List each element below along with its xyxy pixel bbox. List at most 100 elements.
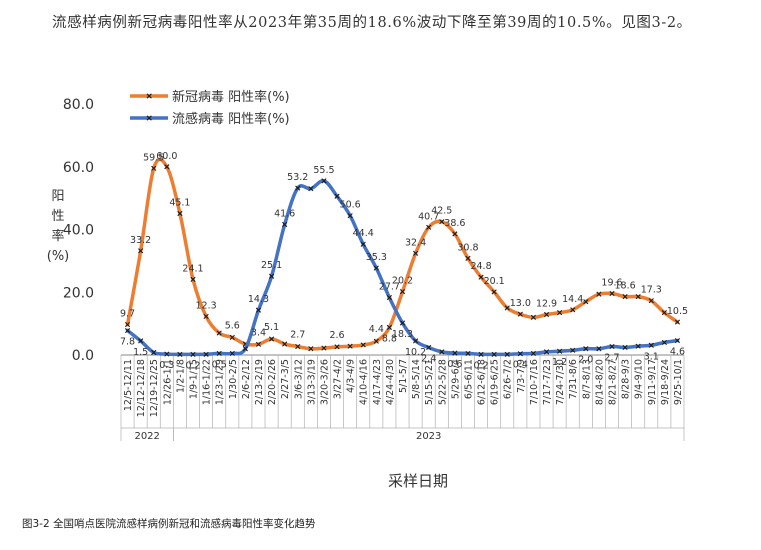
x-tick-label: 6/5-6/11 — [463, 359, 474, 399]
series-point-1 — [504, 351, 510, 357]
series-point-0 — [360, 342, 366, 348]
series-point-1 — [138, 338, 144, 344]
x-tick-label: 8/7-8/13 — [581, 359, 592, 399]
x-tick-label: 2/13-2/19 — [254, 359, 265, 405]
data-label: 41.6 — [274, 208, 295, 219]
series-point-0 — [413, 250, 419, 256]
series-point-1 — [478, 351, 484, 357]
series-point-1 — [674, 337, 681, 344]
series-point-1 — [334, 193, 340, 199]
chart-series — [124, 157, 681, 357]
data-label: 20.1 — [484, 276, 505, 287]
data-label: 12.3 — [196, 300, 217, 311]
x-tick-label: 5/1-5/7 — [398, 359, 409, 393]
data-label: 2.6 — [329, 330, 344, 341]
data-label: 17.3 — [641, 285, 662, 296]
series-point-0 — [622, 294, 628, 300]
data-label: 38.6 — [444, 218, 465, 229]
x-tick-label: 8/21-8/27 — [607, 359, 618, 405]
data-label: 0.5 — [212, 359, 227, 370]
data-label: 10.2 — [405, 347, 426, 358]
series-point-1 — [661, 339, 667, 346]
series-point-1 — [268, 273, 275, 279]
series-point-0 — [334, 344, 340, 350]
series-point-1 — [543, 349, 550, 355]
series-point-1 — [570, 347, 576, 353]
data-label: 35.3 — [366, 252, 387, 263]
series-point-1 — [216, 350, 222, 357]
y-tick-label: 0.0 — [72, 348, 94, 364]
data-label: 8.8 — [382, 333, 397, 344]
series-point-0 — [308, 346, 314, 352]
x-tick-label: 7/10-7/16 — [529, 359, 540, 405]
series-point-1 — [321, 178, 327, 184]
series-point-1 — [229, 350, 235, 357]
x-tick-label: 3/27-4/2 — [333, 359, 344, 399]
series-point-1 — [255, 307, 262, 313]
data-label: 42.5 — [431, 206, 452, 217]
x-tick-label: 1/2-1/8 — [175, 359, 186, 393]
x-tick-label: 6/12-6/18 — [477, 359, 488, 405]
series-point-1 — [164, 351, 170, 357]
series-point-0 — [465, 255, 471, 261]
data-label: 0.2 — [474, 360, 489, 371]
data-label: 2.0 — [578, 355, 593, 366]
x-tick-label: 12/12-12/18 — [136, 359, 147, 417]
data-label: 2.7 — [604, 353, 619, 364]
series-point-0 — [491, 289, 497, 295]
data-label: 13.0 — [510, 298, 531, 309]
x-tick-label: 3/13-3/19 — [306, 359, 317, 405]
figure-caption: 图3-2 全国哨点医院流感样病例新冠和流感病毒阳性率变化趋势 — [22, 518, 316, 530]
series-point-1 — [151, 349, 157, 356]
data-label: 45.1 — [169, 197, 190, 208]
x-tick-label: 12/19-12/25 — [149, 359, 160, 417]
x-tick-label: 8/14-8/20 — [594, 359, 605, 405]
series-point-1 — [530, 350, 537, 357]
data-label: 18.6 — [615, 281, 636, 292]
x-tick-label: 1/9-1/15 — [189, 359, 200, 399]
x-tick-label: 6/26-7/2 — [503, 359, 514, 399]
chart-data-labels: 9.7 33.2 59.560.0 45.1 24.1 12.3 5.6 3.45.1 2.7 2… — [120, 151, 688, 372]
x-tick-label: 12/5-12/11 — [123, 359, 134, 411]
data-label: 18.3 — [392, 329, 413, 340]
y-tick-label: 40.0 — [63, 223, 94, 239]
series-point-0 — [138, 248, 144, 254]
x-tick-label: 7/17-7/23 — [542, 359, 553, 405]
x-tick-label: 2/20-2/26 — [267, 359, 278, 405]
data-label: 14.3 — [248, 294, 269, 305]
series-point-0 — [570, 307, 576, 313]
series-point-1 — [426, 344, 432, 351]
series-point-0 — [439, 219, 445, 225]
series-point-0 — [543, 311, 550, 318]
x-tick-label: 5/22-5/28 — [437, 359, 448, 405]
data-label: 2.7 — [290, 330, 305, 341]
data-label: 2.4 — [421, 353, 436, 364]
series-point-0 — [674, 319, 681, 325]
series-point-0 — [268, 336, 275, 342]
data-label: 55.5 — [313, 165, 334, 176]
series-point-1 — [308, 186, 314, 192]
data-label: 3.4 — [251, 327, 266, 338]
series-point-0 — [661, 310, 667, 316]
data-label: 59.5 — [143, 152, 164, 163]
series-point-0 — [609, 290, 615, 297]
x-tick-label: 5/15-5/21 — [424, 359, 435, 405]
series-point-1 — [242, 346, 248, 352]
data-label: 1.2 — [552, 357, 567, 368]
chart-panel: 0.0 20.0 40.0 60.0 80.0 2022 2023 12/5-12/11 12/… — [18, 78, 708, 510]
data-label: 32.4 — [405, 237, 426, 248]
series-point-1 — [557, 348, 563, 354]
series-point-0 — [635, 294, 641, 300]
data-label: 20.2 — [392, 276, 413, 287]
data-label: 50.6 — [340, 200, 361, 211]
series-point-0 — [177, 210, 183, 217]
x-tick-label: 12/26-1/1 — [162, 359, 173, 405]
series-point-0 — [347, 343, 353, 349]
x-tick-label: 4/3-4/9 — [346, 359, 357, 393]
series-point-1 — [295, 185, 301, 191]
chart-legend: 新冠病毒 阳性率(%) 流感病毒 阳性率(%) — [130, 89, 290, 127]
series-point-1 — [635, 343, 641, 349]
series-point-0 — [478, 274, 484, 280]
data-label: 10.5 — [667, 306, 688, 317]
series-point-0 — [530, 314, 537, 320]
